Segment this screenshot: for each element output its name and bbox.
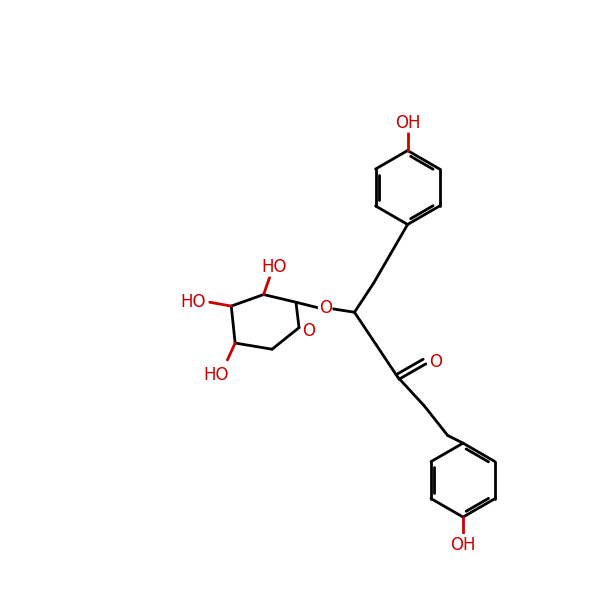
Text: HO: HO xyxy=(180,293,206,311)
Text: OH: OH xyxy=(450,536,476,554)
Text: OH: OH xyxy=(395,114,421,132)
Text: O: O xyxy=(319,299,332,317)
Text: O: O xyxy=(429,353,442,371)
Text: HO: HO xyxy=(203,367,229,385)
Text: O: O xyxy=(302,322,315,340)
Text: HO: HO xyxy=(262,258,287,276)
